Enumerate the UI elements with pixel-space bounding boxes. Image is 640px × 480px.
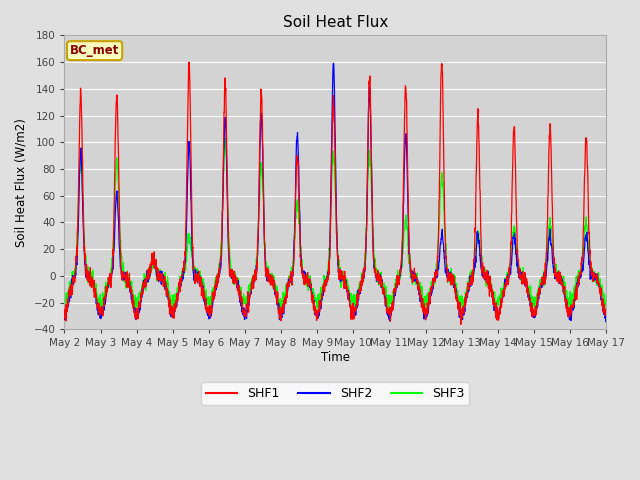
Line: SHF2: SHF2 xyxy=(65,63,606,322)
SHF1 xyxy=(351,309,359,314)
SHF3 xyxy=(363,216,371,222)
SHF2 xyxy=(554,277,562,283)
SHF2 xyxy=(493,307,500,313)
SHF2 xyxy=(212,283,220,288)
SHF3 xyxy=(602,309,610,314)
SHF3 xyxy=(554,274,562,279)
SHF2 xyxy=(330,60,337,66)
SHF1 xyxy=(602,308,610,314)
SHF1 xyxy=(212,285,220,291)
SHF2 xyxy=(570,300,577,306)
SHF3 xyxy=(212,286,220,291)
Title: Soil Heat Flux: Soil Heat Flux xyxy=(283,15,388,30)
SHF2 xyxy=(602,319,610,324)
Y-axis label: Soil Heat Flux (W/m2): Soil Heat Flux (W/m2) xyxy=(15,118,28,247)
SHF3 xyxy=(351,300,359,306)
SHF2 xyxy=(61,317,68,323)
SHF1 xyxy=(570,297,577,303)
SHF3 xyxy=(221,136,229,142)
X-axis label: Time: Time xyxy=(321,351,350,364)
SHF1 xyxy=(555,280,563,286)
SHF1 xyxy=(363,218,371,224)
SHF2 xyxy=(351,312,359,318)
SHF1 xyxy=(457,322,465,327)
SHF2 xyxy=(602,314,610,320)
SHF1 xyxy=(185,59,193,65)
Legend: SHF1, SHF2, SHF3: SHF1, SHF2, SHF3 xyxy=(201,383,470,406)
Text: BC_met: BC_met xyxy=(70,44,119,57)
Line: SHF1: SHF1 xyxy=(65,62,606,324)
SHF2 xyxy=(363,214,371,220)
SHF1 xyxy=(493,313,500,319)
Line: SHF3: SHF3 xyxy=(65,139,606,312)
SHF1 xyxy=(61,315,68,321)
SHF3 xyxy=(570,288,577,294)
SHF3 xyxy=(493,304,500,310)
SHF3 xyxy=(61,305,68,311)
